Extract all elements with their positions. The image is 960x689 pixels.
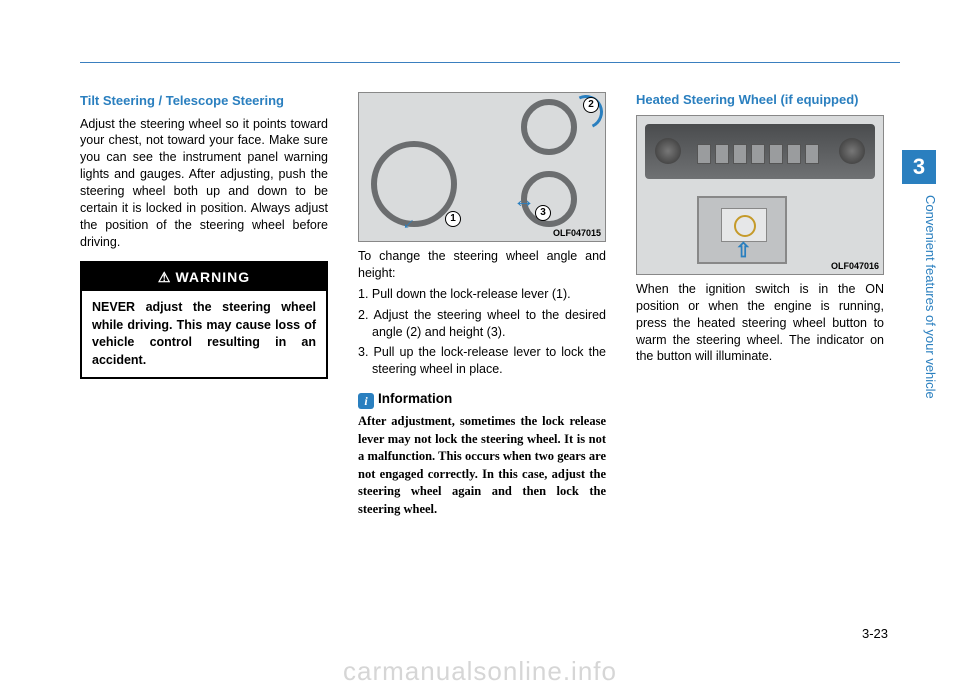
tilt-steering-body: Adjust the steering wheel so it points t…: [80, 116, 328, 251]
information-body: After adjustment, sometimes the lock rel…: [358, 413, 606, 518]
page-content: Tilt Steering / Telescope Steering Adjus…: [80, 92, 870, 518]
dash-button-1: [697, 144, 711, 164]
dash-button-6: [787, 144, 801, 164]
dash-button-3: [733, 144, 747, 164]
dash-button-7: [805, 144, 819, 164]
chapter-tab: 3: [902, 150, 936, 184]
dash-button-2: [715, 144, 729, 164]
dash-button-4: [751, 144, 765, 164]
warning-heading: ⚠WARNING: [82, 263, 326, 292]
dashboard-illustration: [645, 124, 875, 179]
warning-body: NEVER adjust the steering wheel while dr…: [82, 291, 326, 377]
chapter-title-vertical: Convenient features of your vehicle: [918, 195, 938, 495]
step-1: 1. Pull down the lock-release lever (1).: [358, 286, 606, 303]
step-3: 3. Pull up the lock-release lever to loc…: [358, 344, 606, 378]
page-number: 3-23: [862, 626, 888, 641]
info-icon: i: [358, 393, 374, 409]
callout-3: 3: [535, 205, 551, 221]
warning-box: ⚠WARNING NEVER adjust the steering wheel…: [80, 261, 328, 380]
height-arrow-left-icon: ↔: [513, 185, 535, 215]
info-title-text: Information: [378, 391, 452, 406]
steps-intro: To change the steering wheel angle and h…: [358, 248, 606, 282]
watermark: carmanualsonline.info: [0, 656, 960, 687]
warning-title-text: WARNING: [175, 269, 250, 285]
press-arrow-icon: ⇧: [735, 238, 752, 265]
dash-button-5: [769, 144, 783, 164]
top-rule: [80, 62, 900, 63]
knob-right-icon: [839, 138, 865, 164]
information-heading: i Information: [358, 390, 606, 409]
figure2-label: OLF047016: [831, 260, 879, 272]
column-1: Tilt Steering / Telescope Steering Adjus…: [80, 92, 328, 518]
column-2: ↔ ↓ 1 2 3 OLF047015 To change the steeri…: [358, 92, 606, 518]
figure1-label: OLF047015: [553, 227, 601, 239]
heated-wheel-button-illustration: [721, 208, 767, 242]
knob-left-icon: [655, 138, 681, 164]
figure-steering-adjust: ↔ ↓ 1 2 3 OLF047015: [358, 92, 606, 242]
heated-wheel-icon: [734, 215, 756, 237]
step-2: 2. Adjust the steering wheel to the desi…: [358, 307, 606, 341]
button-inset: ⇧: [697, 196, 787, 264]
heated-wheel-body: When the ignition switch is in the ON po…: [636, 281, 884, 365]
figure-heated-wheel: ⇧ OLF047016: [636, 115, 884, 275]
warning-triangle-icon: ⚠: [158, 268, 172, 287]
callout-2: 2: [583, 97, 599, 113]
tilt-steering-heading: Tilt Steering / Telescope Steering: [80, 92, 328, 110]
callout-1: 1: [445, 211, 461, 227]
heated-wheel-heading: Heated Steering Wheel (if equipped): [636, 92, 884, 109]
column-3: Heated Steering Wheel (if equipped) ⇧ OL…: [636, 92, 884, 518]
